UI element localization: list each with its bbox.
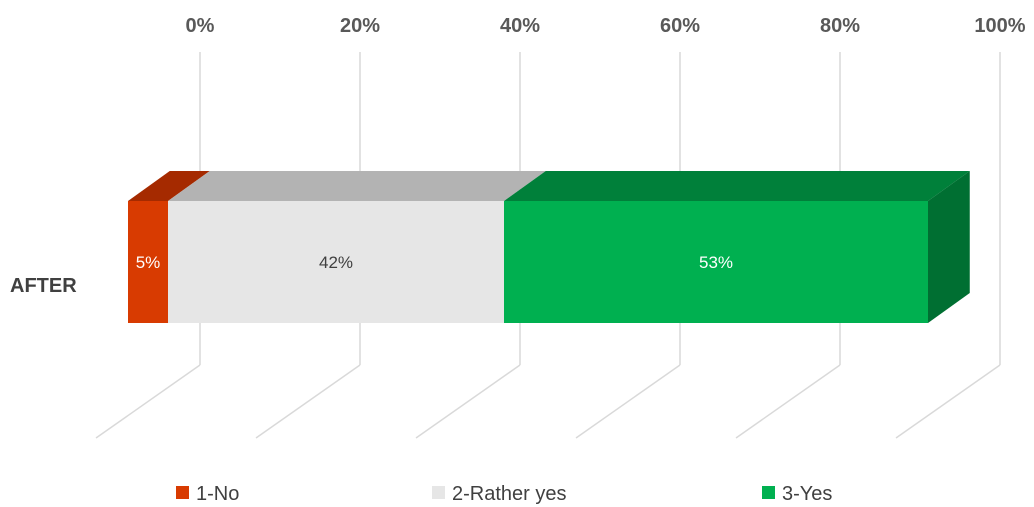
bar-segment bbox=[128, 201, 168, 323]
bar-layer bbox=[128, 171, 970, 323]
x-tick-label: 100% bbox=[974, 15, 1025, 37]
data-label: 42% bbox=[319, 253, 353, 272]
gridline-floor bbox=[575, 364, 681, 439]
gridline-floor bbox=[415, 364, 521, 439]
legend-item: 3-Yes bbox=[762, 483, 832, 505]
x-tick-label: 20% bbox=[340, 15, 380, 37]
bar-top-face bbox=[128, 171, 210, 201]
legend-swatch bbox=[762, 486, 775, 499]
legend-item: 1-No bbox=[176, 483, 239, 505]
bar-top-face bbox=[168, 171, 546, 201]
x-axis-ticks: 0% 20% 40% 60% 80% 100% bbox=[186, 15, 1026, 37]
bar-segment bbox=[504, 201, 928, 323]
gridline-floor bbox=[255, 364, 361, 439]
legend-swatch bbox=[432, 486, 445, 499]
bar-top-face bbox=[504, 171, 970, 201]
gridline-floor bbox=[735, 364, 841, 439]
data-label: 53% bbox=[699, 253, 733, 272]
y-axis-categories: AFTER bbox=[10, 275, 77, 297]
legend: 1-No 2-Rather yes 3-Yes bbox=[176, 483, 832, 505]
legend-item: 2-Rather yes bbox=[432, 483, 567, 505]
x-tick-label: 40% bbox=[500, 15, 540, 37]
bar-segment bbox=[168, 201, 504, 323]
gridline-floor bbox=[895, 364, 1001, 439]
x-tick-label: 80% bbox=[820, 15, 860, 37]
data-labels: 5% 42% 53% bbox=[136, 253, 733, 272]
data-label: 5% bbox=[136, 253, 161, 272]
legend-swatch bbox=[176, 486, 189, 499]
legend-label: 3-Yes bbox=[782, 483, 832, 505]
bar-side-face bbox=[928, 171, 970, 323]
legend-label: 1-No bbox=[196, 483, 239, 505]
legend-label: 2-Rather yes bbox=[452, 483, 567, 505]
y-category-label: AFTER bbox=[10, 275, 77, 297]
x-tick-label: 0% bbox=[186, 15, 215, 37]
gridline-floor bbox=[95, 364, 201, 439]
x-tick-label: 60% bbox=[660, 15, 700, 37]
